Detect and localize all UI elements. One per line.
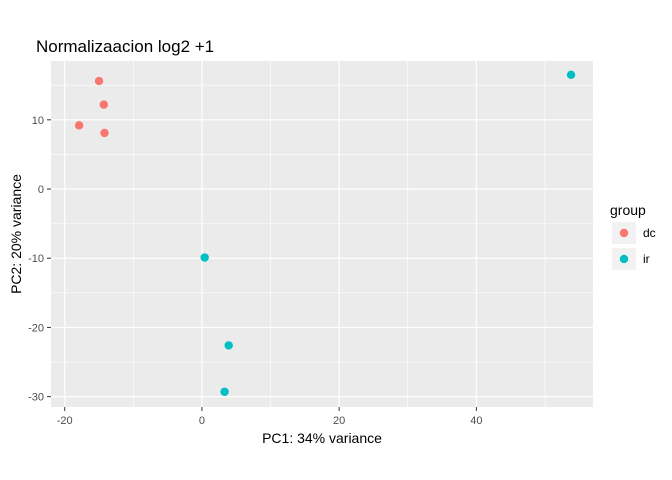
data-points [74, 70, 576, 396]
legend: group dc ir [610, 202, 656, 270]
legend-swatch-ir [619, 254, 629, 264]
chart-title: Normalizaacion log2 +1 [36, 37, 214, 56]
x-tick-label: -20 [57, 415, 73, 427]
data-point-dc [74, 121, 84, 130]
y-axis: -30 -20 -10 0 10 [28, 115, 51, 404]
x-tick-label: 40 [470, 415, 482, 427]
major-gridlines [51, 61, 593, 407]
legend-swatch-dc [619, 228, 629, 238]
data-point-dc [99, 100, 109, 109]
x-tick-label: 0 [199, 415, 205, 427]
legend-label-ir: ir [643, 252, 650, 266]
x-tick-label: 20 [333, 415, 345, 427]
legend-label-dc: dc [643, 226, 656, 240]
minor-gridlines [51, 61, 593, 407]
y-tick-label: 0 [38, 184, 44, 196]
data-point-ir [224, 341, 233, 350]
x-axis: -20 0 20 40 [57, 407, 482, 427]
y-axis-label: PC2: 20% variance [8, 174, 24, 294]
data-point-ir [566, 70, 576, 80]
y-tick-label: -10 [28, 253, 44, 265]
plot-panel [51, 61, 593, 407]
y-tick-label: -30 [28, 392, 44, 404]
data-point-dc [94, 76, 104, 86]
data-point-dc [100, 128, 109, 138]
y-tick-label: 10 [32, 115, 44, 127]
x-axis-label: PC1: 34% variance [262, 430, 382, 446]
data-point-ir [220, 387, 229, 396]
data-point-ir [200, 253, 209, 262]
legend-title: group [610, 202, 646, 218]
y-tick-label: -20 [28, 322, 44, 334]
